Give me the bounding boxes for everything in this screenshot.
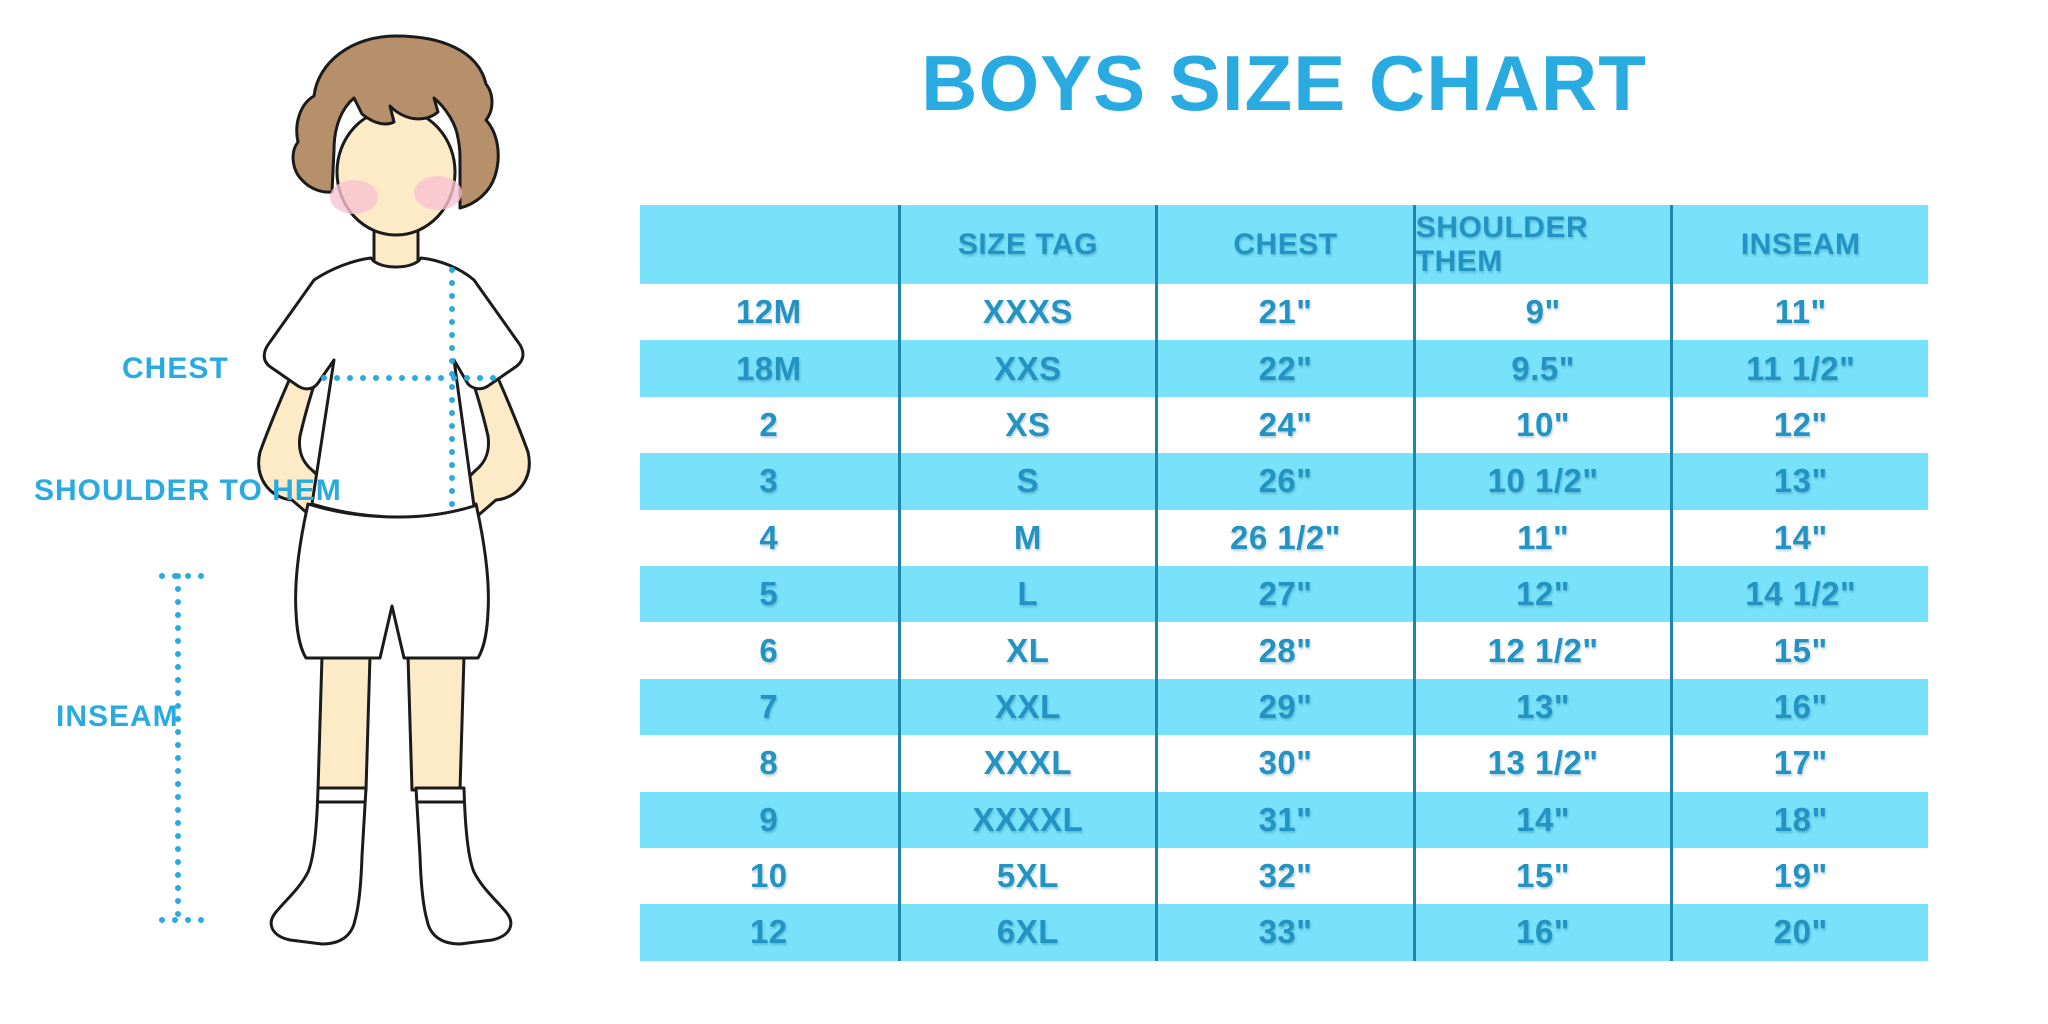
boy-left-sock <box>269 786 368 946</box>
table-cell: 13 1/2" <box>1412 735 1671 792</box>
table-cell: 19" <box>1670 847 1928 905</box>
table-cell: XXXXL <box>897 791 1156 848</box>
table-cell: 17" <box>1670 735 1928 792</box>
table-cell: 11" <box>1412 509 1671 566</box>
table-cell: XXXS <box>897 284 1156 341</box>
table-cell: 15" <box>1412 847 1671 905</box>
header-cell: CHEST <box>1155 205 1413 284</box>
table-cell: 6 <box>759 631 779 669</box>
table-cell: 33" <box>1155 904 1413 961</box>
table-cell: 11 1/2" <box>1670 340 1928 397</box>
table-cell: S <box>897 453 1156 510</box>
header-cell: INSEAM <box>1670 205 1928 284</box>
table-row: 7 XXL 29" 13" 16" <box>640 678 1928 736</box>
table-cell: 2 <box>759 405 779 443</box>
table-cell: 26" <box>1155 453 1413 510</box>
size-table: SIZE TAG CHEST SHOULDER THEM INSEAM 12M XXXS 2… <box>640 205 1928 961</box>
table-cell: 29" <box>1155 678 1413 736</box>
table-cell: M <box>897 509 1156 566</box>
table-row: 9 XXXXL 31" 14" 18" <box>640 791 1928 848</box>
boy-tshirt <box>262 256 525 519</box>
header-cell: SHOULDER THEM <box>1412 205 1671 284</box>
table-cell: 6XL <box>897 904 1156 961</box>
table-cell: 11" <box>1670 284 1928 341</box>
table-cell: 9.5" <box>1412 340 1671 397</box>
boy-illustration <box>159 34 531 946</box>
table-row: 2 XS 24" 10" 12" <box>640 396 1928 454</box>
table-cell: 30" <box>1155 735 1413 792</box>
boy-right-sock <box>414 786 513 946</box>
table-cell: XXS <box>897 340 1156 397</box>
table-cell: 4 <box>759 518 779 556</box>
table-cell: 3 <box>759 462 779 500</box>
table-cell: 8 <box>759 744 779 782</box>
size-table-header-row: SIZE TAG CHEST SHOULDER THEM INSEAM <box>640 205 1928 284</box>
header-cell <box>640 205 898 284</box>
table-cell: 26 1/2" <box>1155 509 1413 566</box>
table-cell: 24" <box>1155 396 1413 454</box>
boy-left-leg <box>316 654 372 792</box>
table-cell: 9" <box>1412 284 1671 341</box>
table-cell: 28" <box>1155 622 1413 679</box>
table-cell: 5XL <box>897 847 1156 905</box>
table-row: 4 M 26 1/2" 11" 14" <box>640 509 1928 566</box>
boy-blush-left <box>330 180 378 214</box>
table-row: 10 5XL 32" 15" 19" <box>640 847 1928 905</box>
table-cell: 18" <box>1670 791 1928 848</box>
table-cell: 7 <box>759 687 779 725</box>
table-row: 8 XXXL 30" 13 1/2" 17" <box>640 735 1928 792</box>
boy-right-leg <box>406 654 466 792</box>
table-cell: 9 <box>759 800 779 838</box>
page-title: BOYS SIZE CHART <box>921 39 1647 127</box>
table-cell: 18M <box>735 349 802 387</box>
table-cell: 16" <box>1670 678 1928 736</box>
table-cell: 12 1/2" <box>1412 622 1671 679</box>
table-cell: 31" <box>1155 791 1413 848</box>
table-cell: XS <box>897 396 1156 454</box>
boy-face <box>335 107 457 237</box>
chest-label: CHEST <box>122 352 229 385</box>
table-cell: 21" <box>1155 284 1413 341</box>
table-cell: 12" <box>1412 565 1671 623</box>
boy-hair <box>291 34 500 210</box>
table-cell: XL <box>897 622 1156 679</box>
table-cell: 14" <box>1670 509 1928 566</box>
table-cell: 10 1/2" <box>1412 453 1671 510</box>
table-cell: 10" <box>1412 396 1671 454</box>
table-row: 5 L 27" 12" 14 1/2" <box>640 565 1928 623</box>
table-row: 3 S 26" 10 1/2" 13" <box>640 453 1928 510</box>
shoulder-to-hem-label: SHOULDER TO HEM <box>34 474 342 507</box>
table-cell: XXL <box>897 678 1156 736</box>
table-cell: 5 <box>759 575 779 613</box>
table-cell: 22" <box>1155 340 1413 397</box>
header-cell: SIZE TAG <box>897 205 1156 284</box>
table-cell: 14" <box>1412 791 1671 848</box>
table-row: 6 XL 28" 12 1/2" 15" <box>640 622 1928 679</box>
table-row: 12M XXXS 21" 9" 11" <box>640 284 1928 341</box>
boy-blush-right <box>414 176 462 210</box>
boy-shorts <box>294 502 490 660</box>
table-row: 12 6XL 33" 16" 20" <box>640 904 1928 961</box>
table-row: 18M XXS 22" 9.5" 11 1/2" <box>640 340 1928 397</box>
table-cell: 14 1/2" <box>1670 565 1928 623</box>
table-cell: XXXL <box>897 735 1156 792</box>
table-cell: 12" <box>1670 396 1928 454</box>
table-cell: L <box>897 565 1156 623</box>
inseam-label: INSEAM <box>56 700 179 733</box>
table-cell: 15" <box>1670 622 1928 679</box>
table-cell: 20" <box>1670 904 1928 961</box>
table-cell: 16" <box>1412 904 1671 961</box>
table-cell: 12 <box>749 913 788 951</box>
table-cell: 13" <box>1670 453 1928 510</box>
table-cell: 12M <box>735 293 802 331</box>
table-cell: 27" <box>1155 565 1413 623</box>
table-cell: 10 <box>749 857 788 895</box>
table-cell: 13" <box>1412 678 1671 736</box>
table-cell: 32" <box>1155 847 1413 905</box>
